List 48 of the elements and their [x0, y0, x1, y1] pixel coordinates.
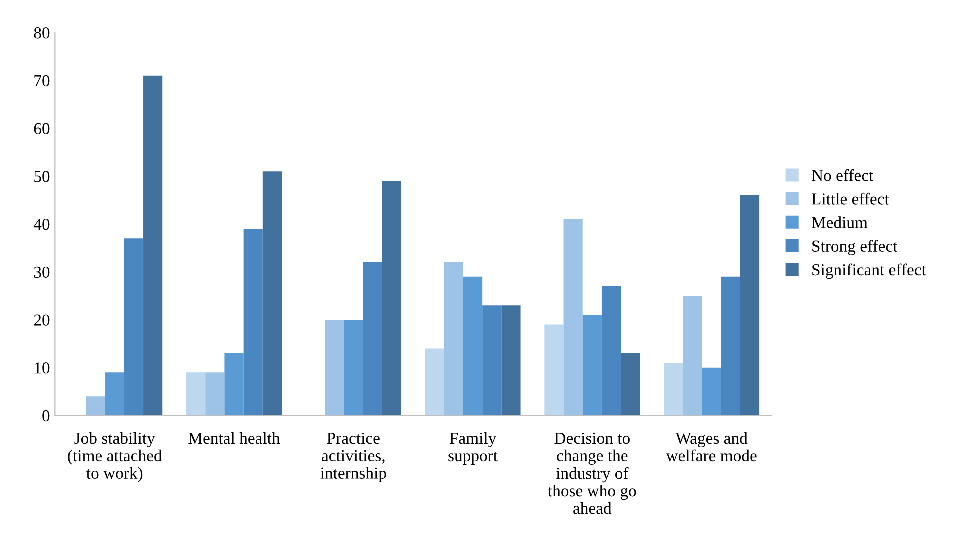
bar	[105, 372, 124, 416]
y-tick-label: 60	[34, 123, 50, 134]
y-tick-label: 0	[42, 410, 50, 422]
bar	[683, 296, 702, 416]
bar	[621, 354, 640, 416]
bar	[425, 348, 444, 416]
bar	[602, 286, 622, 416]
bar	[186, 372, 206, 416]
legend-label: Medium	[812, 216, 868, 228]
bar	[544, 324, 564, 416]
bar	[444, 262, 464, 416]
x-tick-label: Job stability (time attached to work)	[68, 432, 162, 482]
bar	[206, 372, 225, 416]
x-tick-label: Practice activities, internship	[320, 432, 386, 482]
bar	[463, 276, 483, 416]
bar	[224, 354, 244, 416]
bar	[564, 219, 583, 416]
bar	[124, 238, 144, 416]
bar	[702, 368, 722, 416]
bar	[262, 172, 282, 416]
bar	[664, 363, 684, 416]
bar	[344, 320, 364, 416]
legend-label: Little effect	[812, 192, 890, 205]
legend-label: No effect	[812, 169, 874, 182]
bar	[86, 396, 106, 416]
x-tick-label: Wages and welfare mode	[666, 432, 757, 462]
x-tick-label: Mental health	[188, 432, 280, 444]
y-tick-label: 30	[34, 266, 50, 278]
x-tick-label: Decision to change the industry of those who go ahead	[548, 432, 636, 514]
legend-label: Significant effect	[812, 264, 926, 280]
y-tick-label: 70	[34, 75, 50, 87]
legend-label: Strong effect	[812, 240, 898, 256]
bar	[721, 276, 740, 416]
bar	[382, 181, 402, 416]
bar	[144, 76, 163, 416]
x-tick-label: Family support	[448, 432, 498, 465]
bar	[482, 306, 502, 416]
y-tick-label: 20	[34, 314, 50, 326]
bar	[740, 196, 760, 416]
bar	[582, 315, 602, 416]
bar	[363, 262, 382, 416]
y-tick-label: 50	[34, 171, 50, 182]
bar	[502, 306, 521, 416]
y-tick-label: 80	[34, 28, 50, 39]
bar	[324, 320, 344, 416]
bar	[244, 229, 263, 416]
y-tick-label: 10	[35, 362, 50, 374]
y-tick-label: 40	[34, 218, 50, 230]
